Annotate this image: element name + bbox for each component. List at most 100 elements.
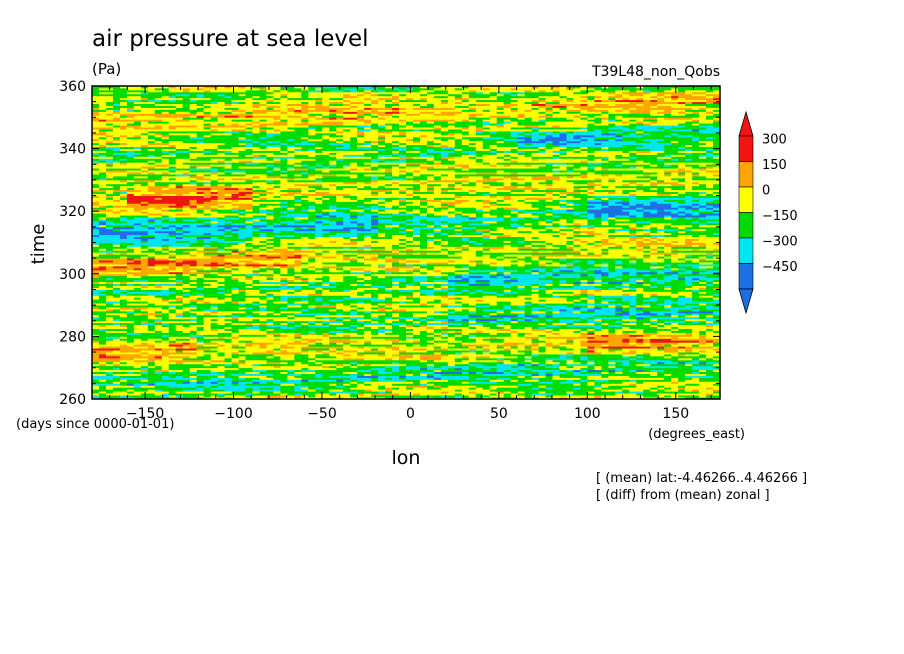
field-cell — [371, 371, 379, 374]
field-cell — [489, 379, 498, 382]
field-cell — [622, 348, 630, 351]
field-cell — [608, 375, 616, 378]
field-cell — [713, 381, 721, 384]
field-cell — [482, 348, 491, 351]
field-cell — [657, 348, 665, 351]
field-cell — [189, 365, 198, 369]
field-cell — [217, 361, 225, 365]
field-cell — [629, 357, 637, 361]
field-cell — [175, 371, 184, 374]
field-cell — [531, 344, 539, 347]
field-cell — [426, 361, 435, 365]
field-cell — [92, 377, 100, 380]
field-cell — [154, 379, 163, 382]
field-cell — [671, 367, 679, 371]
field-cell — [287, 393, 295, 396]
field-cell — [538, 379, 546, 382]
field-cell — [678, 379, 686, 382]
field-cell — [510, 352, 519, 355]
field-cell — [224, 344, 232, 347]
field-cell — [482, 397, 491, 400]
field-cell — [489, 344, 498, 347]
field-cell — [252, 391, 260, 394]
field-cell — [594, 344, 602, 347]
field-cell — [489, 375, 498, 378]
field-cell — [510, 391, 519, 394]
field-cell — [510, 346, 519, 349]
field-cell — [322, 389, 330, 392]
field-cell — [322, 350, 330, 353]
field-cell — [566, 367, 574, 371]
field-cell — [629, 397, 637, 400]
field-cell — [252, 352, 260, 355]
field-cell — [252, 354, 260, 357]
field-cell — [119, 355, 128, 359]
field-cell — [196, 397, 205, 400]
field-cell — [147, 393, 156, 396]
field-cell — [657, 377, 665, 380]
field-cell — [580, 387, 588, 390]
field-cell — [238, 342, 246, 345]
field-cell — [189, 393, 198, 396]
field-cell — [608, 397, 616, 400]
field-cell — [259, 377, 267, 380]
field-cell — [98, 387, 107, 390]
field-cell — [601, 383, 609, 386]
field-cell — [350, 354, 358, 357]
field-cell — [378, 346, 386, 349]
field-cell — [343, 377, 351, 380]
field-cell — [406, 379, 414, 382]
field-cell — [545, 375, 553, 378]
field-cell — [678, 385, 686, 388]
field-cell — [601, 346, 609, 349]
field-cell — [440, 365, 449, 369]
field-cell — [524, 373, 532, 376]
field-cell — [392, 363, 400, 367]
field-cell — [238, 381, 246, 384]
field-cell — [461, 379, 470, 382]
field-cell — [196, 371, 205, 374]
field-cell — [385, 393, 393, 396]
field-cell — [105, 367, 114, 371]
field-cell — [685, 359, 693, 363]
field-cell — [559, 354, 567, 357]
field-cell — [175, 379, 184, 382]
field-cell — [336, 352, 344, 355]
field-cell — [489, 393, 498, 396]
field-cell — [140, 387, 149, 390]
field-cell — [573, 383, 581, 386]
field-cell — [175, 357, 184, 361]
field-cell — [92, 357, 100, 361]
field-cell — [217, 357, 225, 361]
field-cell — [252, 371, 260, 374]
field-cell — [105, 365, 114, 369]
field-cell — [601, 342, 609, 345]
field-cell — [399, 391, 407, 394]
field-cell — [566, 371, 574, 374]
field-cell — [517, 348, 526, 351]
field-cell — [357, 346, 365, 349]
field-cell — [182, 342, 191, 345]
field-cell — [454, 359, 463, 363]
field-cell — [650, 344, 658, 347]
field-cell — [238, 354, 246, 357]
field-cell — [364, 363, 372, 367]
field-cell — [273, 371, 281, 374]
field-cell — [524, 344, 532, 347]
field-cell — [189, 395, 198, 398]
field-cell — [126, 385, 135, 388]
field-cell — [412, 375, 421, 378]
field-cell — [343, 371, 351, 374]
field-cell — [245, 381, 253, 384]
field-cell — [412, 377, 421, 380]
field-cell — [664, 354, 672, 357]
field-cell — [238, 340, 246, 343]
field-cell — [664, 377, 672, 380]
field-cell — [475, 365, 484, 369]
field-cell — [112, 340, 121, 343]
field-cell — [119, 377, 128, 380]
field-cell — [140, 359, 149, 363]
field-cell — [245, 377, 253, 380]
field-cell — [419, 365, 428, 369]
field-cell — [510, 393, 519, 396]
